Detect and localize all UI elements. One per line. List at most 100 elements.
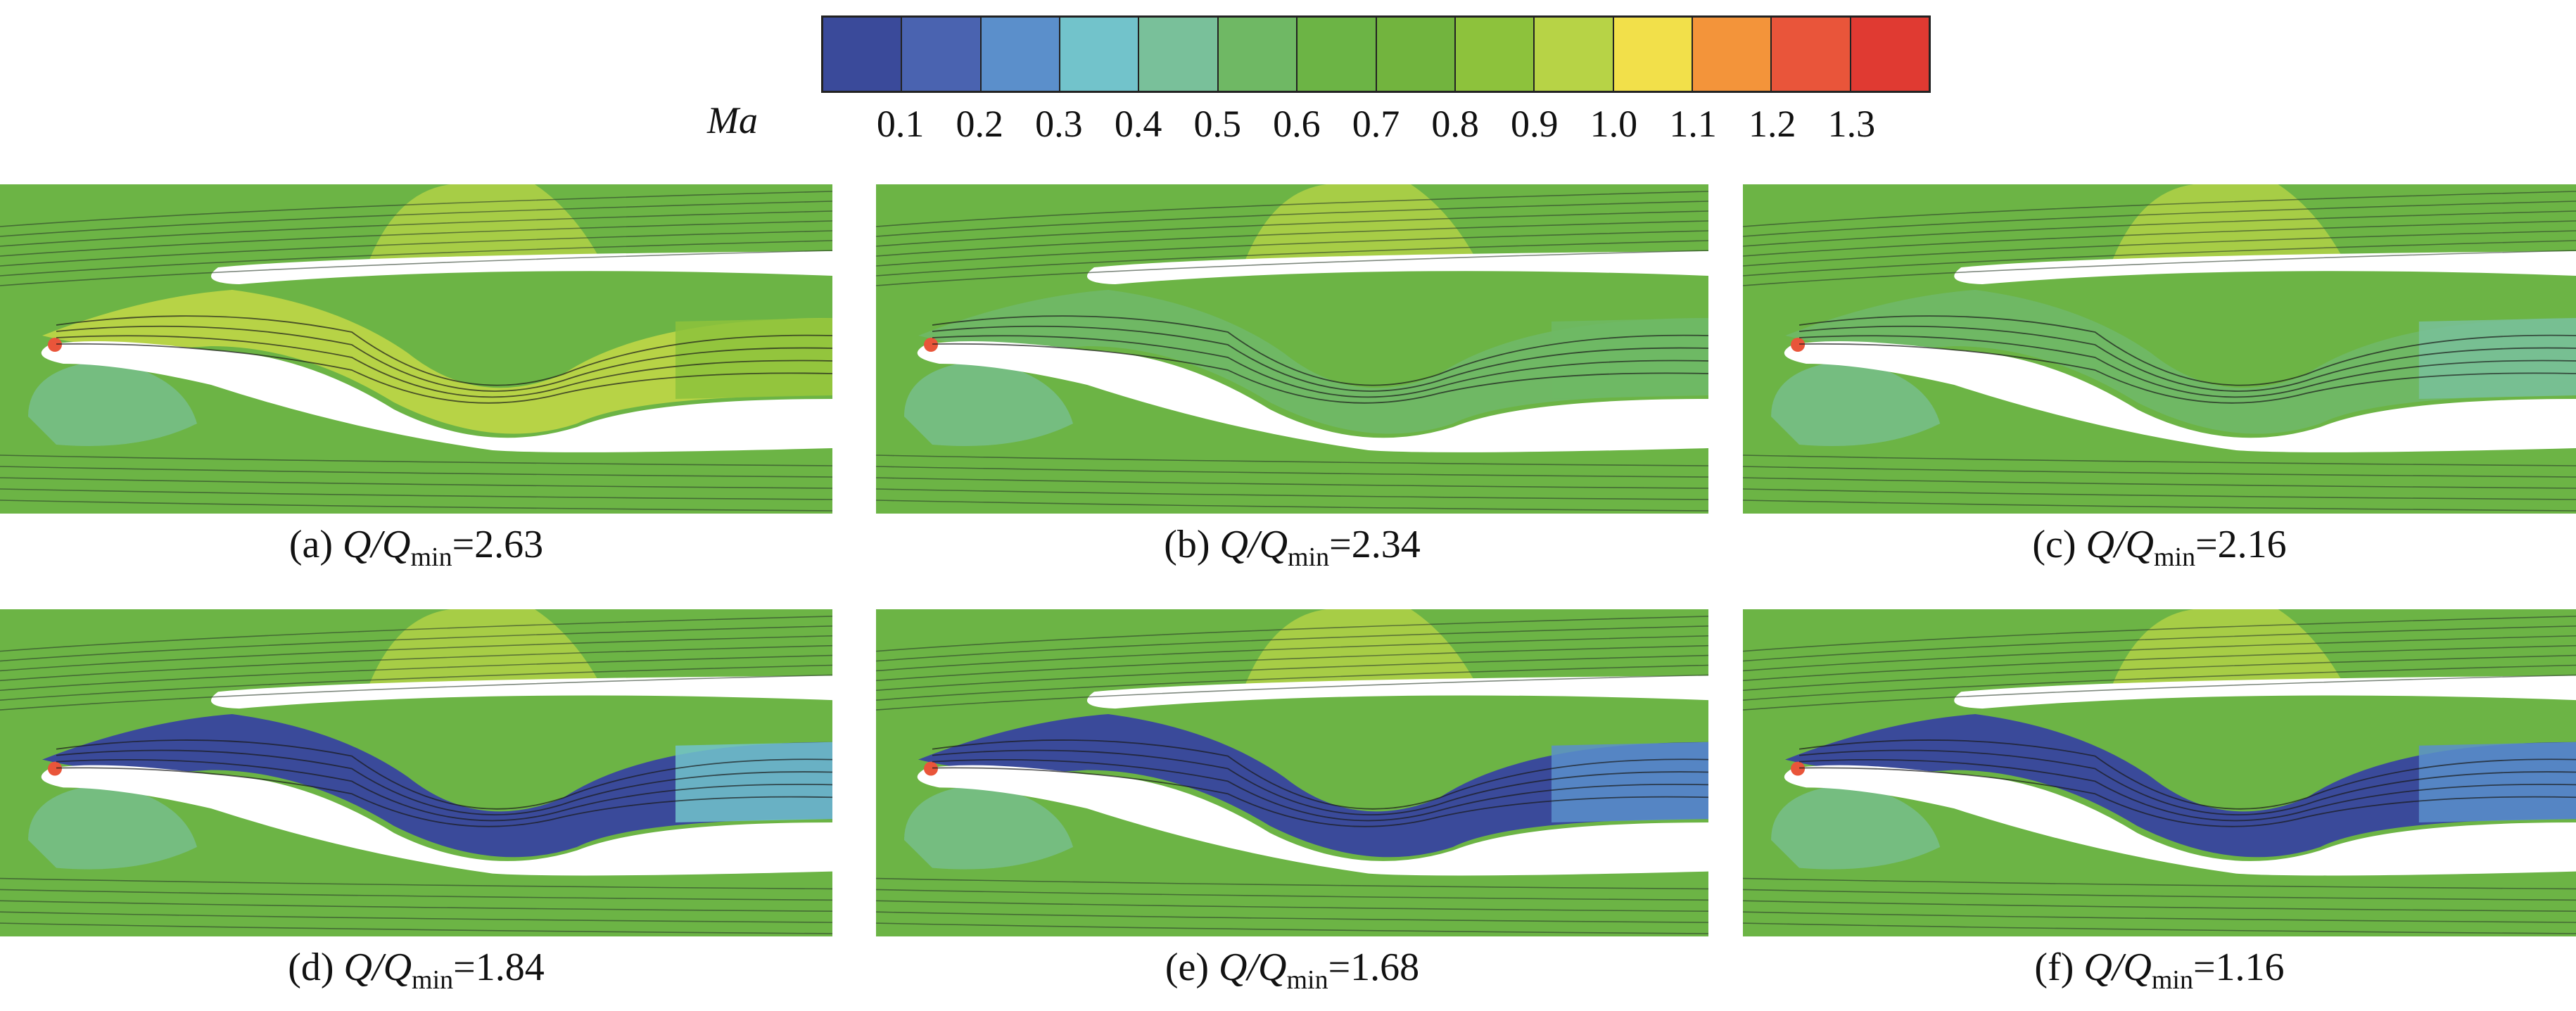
upper-blade: [211, 251, 832, 284]
caption-value: =1.84: [453, 946, 545, 989]
streamline: [0, 201, 832, 237]
streamline: [1743, 201, 2576, 237]
upper-blade: [1087, 675, 1708, 709]
streamline: [876, 466, 1708, 478]
caption-variable: Q: [2083, 946, 2112, 989]
high-mach-region: [2109, 609, 2349, 694]
streamline: [876, 240, 1708, 276]
streamline: [876, 625, 1708, 662]
streamline: [1743, 488, 2576, 500]
passage-streamline: [56, 739, 832, 810]
streamline: [1743, 250, 2576, 286]
panel-caption: (d) Q/Qmin=1.84: [288, 946, 545, 995]
mach-contour-plot: [0, 184, 832, 514]
streamline: [1743, 477, 2576, 489]
mach-contour-plot: [1743, 184, 2576, 514]
caption-variable: Q: [1258, 946, 1287, 989]
streamline: [1743, 230, 2576, 267]
streamline: [876, 674, 1708, 711]
upper-blade: [1087, 251, 1708, 284]
contour-panel: [1743, 609, 2576, 936]
streamline: [1743, 220, 2576, 257]
passage-streamline: [56, 325, 832, 392]
stagnation-point: [48, 761, 62, 776]
passage-streamline: [56, 315, 832, 386]
streamline: [876, 877, 1708, 890]
streamline: [876, 191, 1708, 227]
caption-variable: Q: [2123, 946, 2152, 989]
colorbar-tick-label: 1.0: [1590, 103, 1638, 145]
streamline: [0, 250, 832, 286]
stagnation-point: [924, 761, 938, 776]
lower-blade: [41, 765, 832, 876]
lower-blade: [41, 341, 832, 452]
streamline: [0, 635, 832, 672]
passage-streamline: [932, 325, 1708, 392]
streamline: [876, 230, 1708, 267]
caption-label: (a): [288, 523, 333, 566]
passage-streamline: [1798, 749, 2576, 815]
streamline: [876, 644, 1708, 682]
streamline: [1743, 635, 2576, 672]
streamline: [1743, 911, 2576, 923]
colorbar-tick-label: 0.2: [956, 103, 1004, 145]
caption-label: (e): [1165, 946, 1209, 989]
streamline: [0, 477, 832, 489]
streamline: [876, 654, 1708, 692]
colorbar-cell: [1535, 18, 1614, 91]
high-mach-region: [2109, 184, 2349, 269]
streamline: [876, 210, 1708, 247]
stagnation-point: [924, 338, 938, 352]
caption-subscript: min: [410, 542, 452, 572]
panel-caption: (b) Q/Qmin=2.34: [1164, 523, 1421, 572]
passage-streamline: [56, 343, 832, 404]
streamline: [1743, 466, 2576, 478]
passage-streamline: [932, 749, 1708, 815]
colorbar-cell: [1139, 18, 1219, 91]
passage-streamline: [1799, 767, 2576, 827]
caption-label: (c): [2032, 523, 2076, 566]
streamline: [876, 635, 1708, 672]
passage-streamline: [1799, 758, 2576, 822]
streamline: [1743, 877, 2576, 890]
caption-value: =2.63: [452, 523, 544, 566]
mach-contour-plot: [876, 184, 1708, 514]
streamline: [876, 250, 1708, 286]
low-mach-region: [904, 360, 1073, 446]
colorbar-tick-label: 0.6: [1273, 103, 1321, 145]
passage-streamline: [932, 343, 1708, 404]
streamline: [1743, 664, 2576, 701]
colorbar-tick-label: 1.1: [1669, 103, 1717, 145]
blade-passage-flow: [1785, 290, 2576, 434]
streamline: [0, 911, 832, 923]
colorbar-cell: [1218, 18, 1298, 91]
streamline: [876, 220, 1708, 257]
upper-blade: [1954, 251, 2576, 284]
colorbar-cell: [1455, 18, 1535, 91]
streamline: [0, 922, 832, 934]
low-mach-region: [904, 784, 1073, 870]
caption-label: (b): [1164, 523, 1210, 566]
streamline: [876, 922, 1708, 934]
blade-passage-flow: [42, 290, 832, 434]
streamline: [0, 220, 832, 257]
streamline: [876, 900, 1708, 913]
colorbar-cell: [1376, 18, 1456, 91]
high-mach-region: [1242, 609, 1481, 694]
caption-subscript: min: [2153, 542, 2196, 572]
streamline: [876, 454, 1708, 466]
streamline: [0, 454, 832, 466]
streamline: [0, 900, 832, 913]
streamline: [1743, 210, 2576, 247]
streamline: [0, 210, 832, 247]
passage-streamline: [1798, 315, 2576, 386]
streamline: [0, 230, 832, 267]
passage-streamline: [56, 758, 832, 822]
passage-streamline: [1799, 343, 2576, 404]
caption-label: (d): [288, 946, 334, 989]
colorbar-tick-label: 0.8: [1431, 103, 1479, 145]
colorbar-cell: [1060, 18, 1140, 91]
contour-panel: [1743, 184, 2576, 514]
high-mach-region: [1242, 184, 1481, 269]
blade-passage-flow: [918, 290, 1708, 434]
